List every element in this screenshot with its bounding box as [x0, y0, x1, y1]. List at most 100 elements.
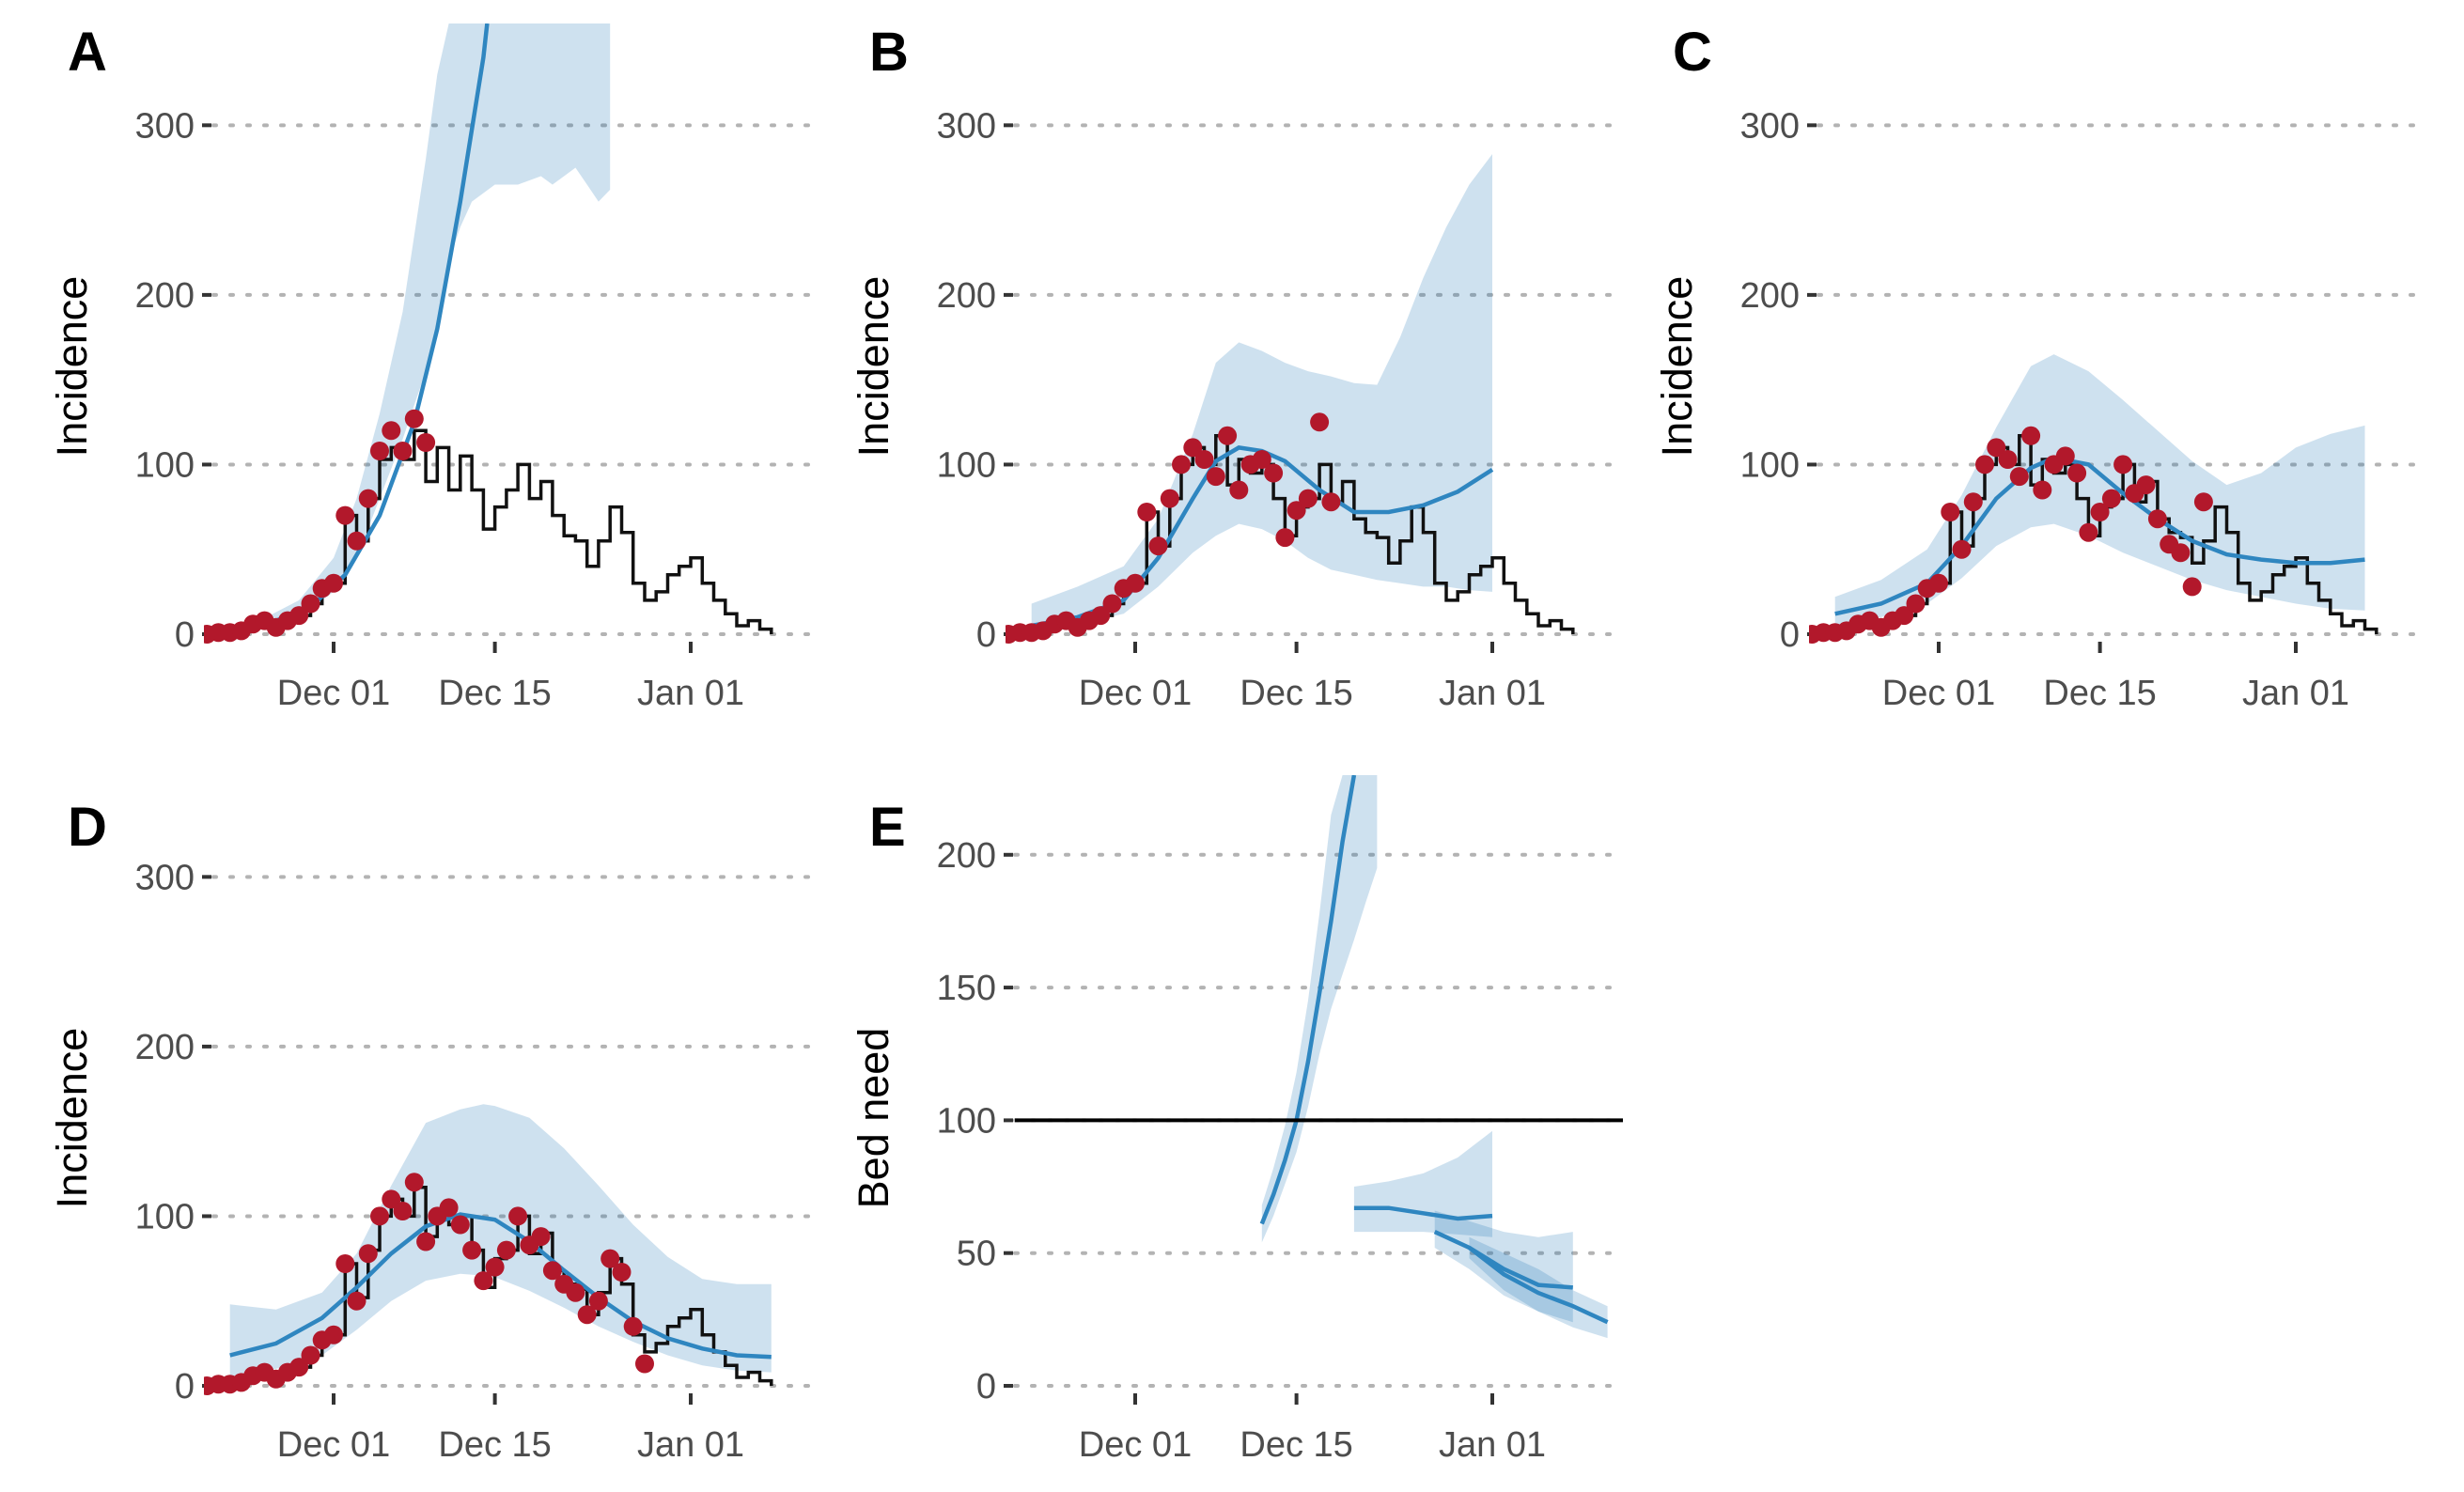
panel-c: 0 100 200 300 Dec 01 Dec 15 Jan 01 C Incidence	[1653, 22, 2426, 713]
data-point	[370, 1206, 389, 1226]
data-point	[508, 1206, 528, 1226]
y-tick-label: 50	[957, 1235, 996, 1274]
data-point	[2101, 489, 2121, 508]
x-tick-label: Dec 15	[438, 674, 551, 713]
plot-area	[1809, 354, 2378, 644]
x-tick-label: Jan 01	[2242, 674, 2349, 713]
y-axis-title: Incidence	[48, 1028, 96, 1209]
y-tick-label: 300	[1740, 106, 1800, 146]
panel-letter: A	[68, 22, 107, 83]
forecast-band	[1031, 154, 1492, 629]
x-tick-label: Jan 01	[637, 674, 744, 713]
data-point	[496, 1240, 516, 1260]
plot-area	[1006, 154, 1575, 644]
forecast-median-line	[1468, 1246, 1609, 1325]
data-point	[1229, 480, 1249, 500]
x-tick-label: Jan 01	[1439, 1425, 1546, 1465]
data-point	[289, 1358, 309, 1377]
data-point	[1906, 594, 1926, 614]
data-point	[2021, 426, 2041, 445]
data-point	[542, 1261, 562, 1281]
panel-e: 0 50 100 150 200 Dec 01 Dec 15 Jan 01 E Bed need	[850, 775, 1625, 1465]
forecast-median-line	[1433, 1230, 1573, 1290]
y-tick-label: 100	[937, 1101, 996, 1141]
y-tick-label: 0	[175, 615, 195, 655]
data-point	[623, 1316, 643, 1336]
data-point	[393, 442, 413, 460]
data-point	[1252, 450, 1271, 469]
data-point	[2136, 475, 2156, 495]
data-point	[2147, 509, 2167, 529]
data-point	[2171, 543, 2191, 563]
data-point	[1218, 426, 1238, 445]
data-point	[612, 1263, 632, 1282]
y-tick-label: 0	[175, 1367, 195, 1407]
data-point	[1206, 467, 1225, 487]
forecast-median-line	[1353, 1205, 1493, 1221]
data-point	[1264, 463, 1284, 483]
data-point	[393, 1202, 413, 1220]
panel-letter: B	[869, 22, 909, 83]
data-point	[1895, 606, 1914, 626]
x-tick-label: Dec 15	[2043, 674, 2156, 713]
y-tick-label: 100	[135, 445, 195, 485]
y-axis-title: Incidence	[1653, 276, 1701, 458]
data-point	[335, 1254, 355, 1273]
panel-letter: C	[1673, 22, 1712, 83]
forecast-median-line	[1259, 775, 1357, 1225]
x-tick-label: Dec 01	[277, 674, 390, 713]
data-point	[1172, 455, 1191, 474]
x-tick-label: Dec 15	[1240, 1425, 1352, 1465]
data-point	[2033, 480, 2052, 500]
plot-area	[204, 1104, 773, 1395]
data-point	[382, 421, 401, 441]
data-point	[1126, 573, 1145, 593]
data-point	[2113, 455, 2133, 474]
x-tick-label: Dec 01	[277, 1425, 390, 1465]
panel-letter: E	[869, 797, 906, 858]
data-point	[1998, 450, 2018, 469]
y-tick-label: 200	[135, 1028, 195, 1067]
data-point	[450, 1215, 470, 1235]
y-tick-label: 200	[135, 276, 195, 316]
y-tick-label: 300	[937, 106, 996, 146]
data-point	[462, 1240, 482, 1260]
data-point	[588, 1291, 608, 1311]
data-point	[1287, 501, 1306, 521]
data-point	[416, 433, 436, 452]
data-point	[531, 1227, 551, 1247]
data-point	[347, 531, 366, 551]
plot-area	[1259, 775, 1609, 1339]
forecast-band	[229, 1104, 772, 1377]
data-point	[1137, 503, 1157, 521]
y-tick-label: 200	[937, 836, 996, 876]
data-point	[439, 1198, 459, 1218]
data-point	[485, 1257, 505, 1277]
panel-letter: D	[68, 797, 107, 858]
data-point	[301, 1345, 320, 1365]
data-point	[1929, 573, 1948, 593]
data-point	[301, 594, 320, 614]
data-point	[2055, 446, 2075, 466]
data-point	[1091, 606, 1111, 626]
data-point	[1941, 503, 1960, 521]
data-point	[347, 1291, 366, 1311]
y-axis-title: Incidence	[48, 276, 96, 458]
data-point	[1298, 489, 1318, 508]
data-point	[2182, 577, 2202, 597]
data-point	[1963, 492, 1983, 512]
data-point	[1194, 450, 1214, 469]
data-point	[370, 442, 389, 460]
y-axis-title: Bed need	[850, 1028, 897, 1209]
data-point	[2067, 463, 2087, 483]
panel-a: 0 100 200 300 Dec 01 Dec 15 Jan 01 A Incidence	[48, 22, 820, 713]
data-point	[566, 1282, 585, 1302]
y-tick-label: 0	[976, 615, 996, 655]
y-tick-label: 300	[135, 106, 195, 146]
data-point	[404, 1173, 424, 1192]
y-tick-label: 300	[135, 858, 195, 897]
data-point	[474, 1271, 493, 1291]
data-point	[635, 1354, 654, 1374]
data-point	[600, 1249, 620, 1268]
